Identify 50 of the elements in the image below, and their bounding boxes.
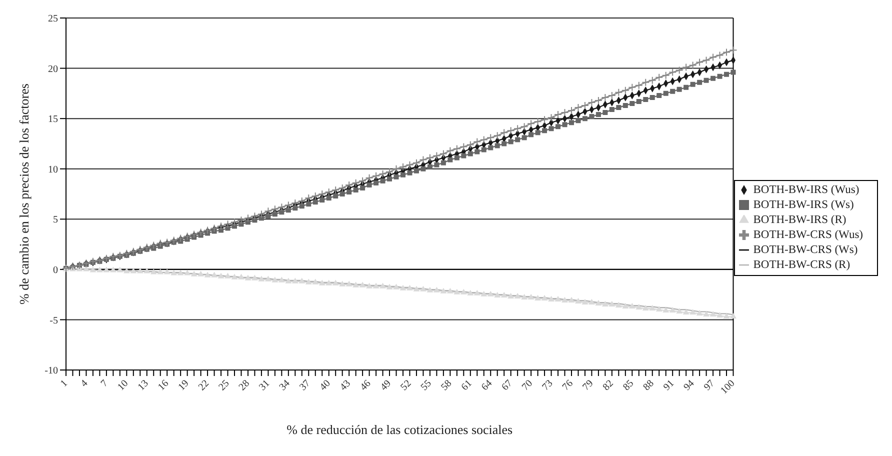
y-tick-label: 25 <box>48 14 58 25</box>
y-tick-label: 5 <box>53 214 58 226</box>
y-axis-title: % de cambio en los precios de los factores <box>16 84 32 304</box>
x-tick-label: 28 <box>237 378 252 393</box>
x-tick-label: 70 <box>520 378 535 393</box>
x-tick-label: 4 <box>78 378 90 390</box>
x-tick-label: 97 <box>702 378 717 393</box>
x-tick-label: 46 <box>358 378 374 393</box>
x-tick-label: 79 <box>580 378 596 393</box>
x-tick-label: 88 <box>641 378 656 393</box>
y-tick-label: 0 <box>53 264 58 276</box>
y-tick-label: 20 <box>48 64 58 75</box>
x-tick-label: 64 <box>480 378 495 393</box>
x-tick-label: 10 <box>116 378 131 393</box>
x-tick-label: 85 <box>621 378 636 393</box>
x-tick-label: 76 <box>560 378 576 393</box>
y-tick-label: -10 <box>44 366 58 377</box>
x-tick-label: 16 <box>156 378 171 393</box>
legend-label: BOTH-BW-CRS (Ws) <box>753 244 858 256</box>
legend-label: BOTH-BW-IRS (R) <box>753 214 846 226</box>
x-tick-label: 73 <box>540 378 556 393</box>
x-tick-label: 31 <box>257 378 272 393</box>
legend-label: BOTH-BW-IRS (Wus) <box>753 184 860 196</box>
x-tick-label: 22 <box>196 378 212 393</box>
x-tick-label: 94 <box>682 378 697 393</box>
x-tick-label: 58 <box>439 378 454 393</box>
x-tick-label: 82 <box>600 378 616 393</box>
x-tick-label: 34 <box>277 378 292 393</box>
x-axis-title: % de reducción de las cotizaciones sociales <box>286 422 513 437</box>
x-tick-label: 43 <box>338 378 353 393</box>
legend-label: BOTH-BW-IRS (Ws) <box>753 199 854 211</box>
y-tick-label: -5 <box>50 315 58 326</box>
x-tick-label: 37 <box>298 378 313 393</box>
legend-label: BOTH-BW-CRS (Wus) <box>753 229 863 241</box>
x-tick-label: 52 <box>398 378 414 393</box>
x-tick-label: 49 <box>378 378 394 393</box>
x-tick-label: 91 <box>662 378 676 393</box>
x-tick-label: 100 <box>718 378 738 396</box>
x-tick-label: 61 <box>459 378 474 393</box>
legend-label: BOTH-BW-CRS (R) <box>753 259 850 271</box>
x-tick-label: 55 <box>418 378 434 393</box>
x-tick-label: 7 <box>99 378 110 390</box>
x-tick-label: 67 <box>500 378 515 393</box>
x-tick-label: 13 <box>136 378 151 393</box>
x-tick-label: 1 <box>58 378 70 390</box>
y-tick-label: 10 <box>48 164 58 176</box>
x-tick-label: 25 <box>216 378 232 393</box>
x-tick-label: 40 <box>318 378 333 393</box>
y-tick-label: 15 <box>48 114 58 126</box>
x-tick-label: 19 <box>176 378 192 393</box>
